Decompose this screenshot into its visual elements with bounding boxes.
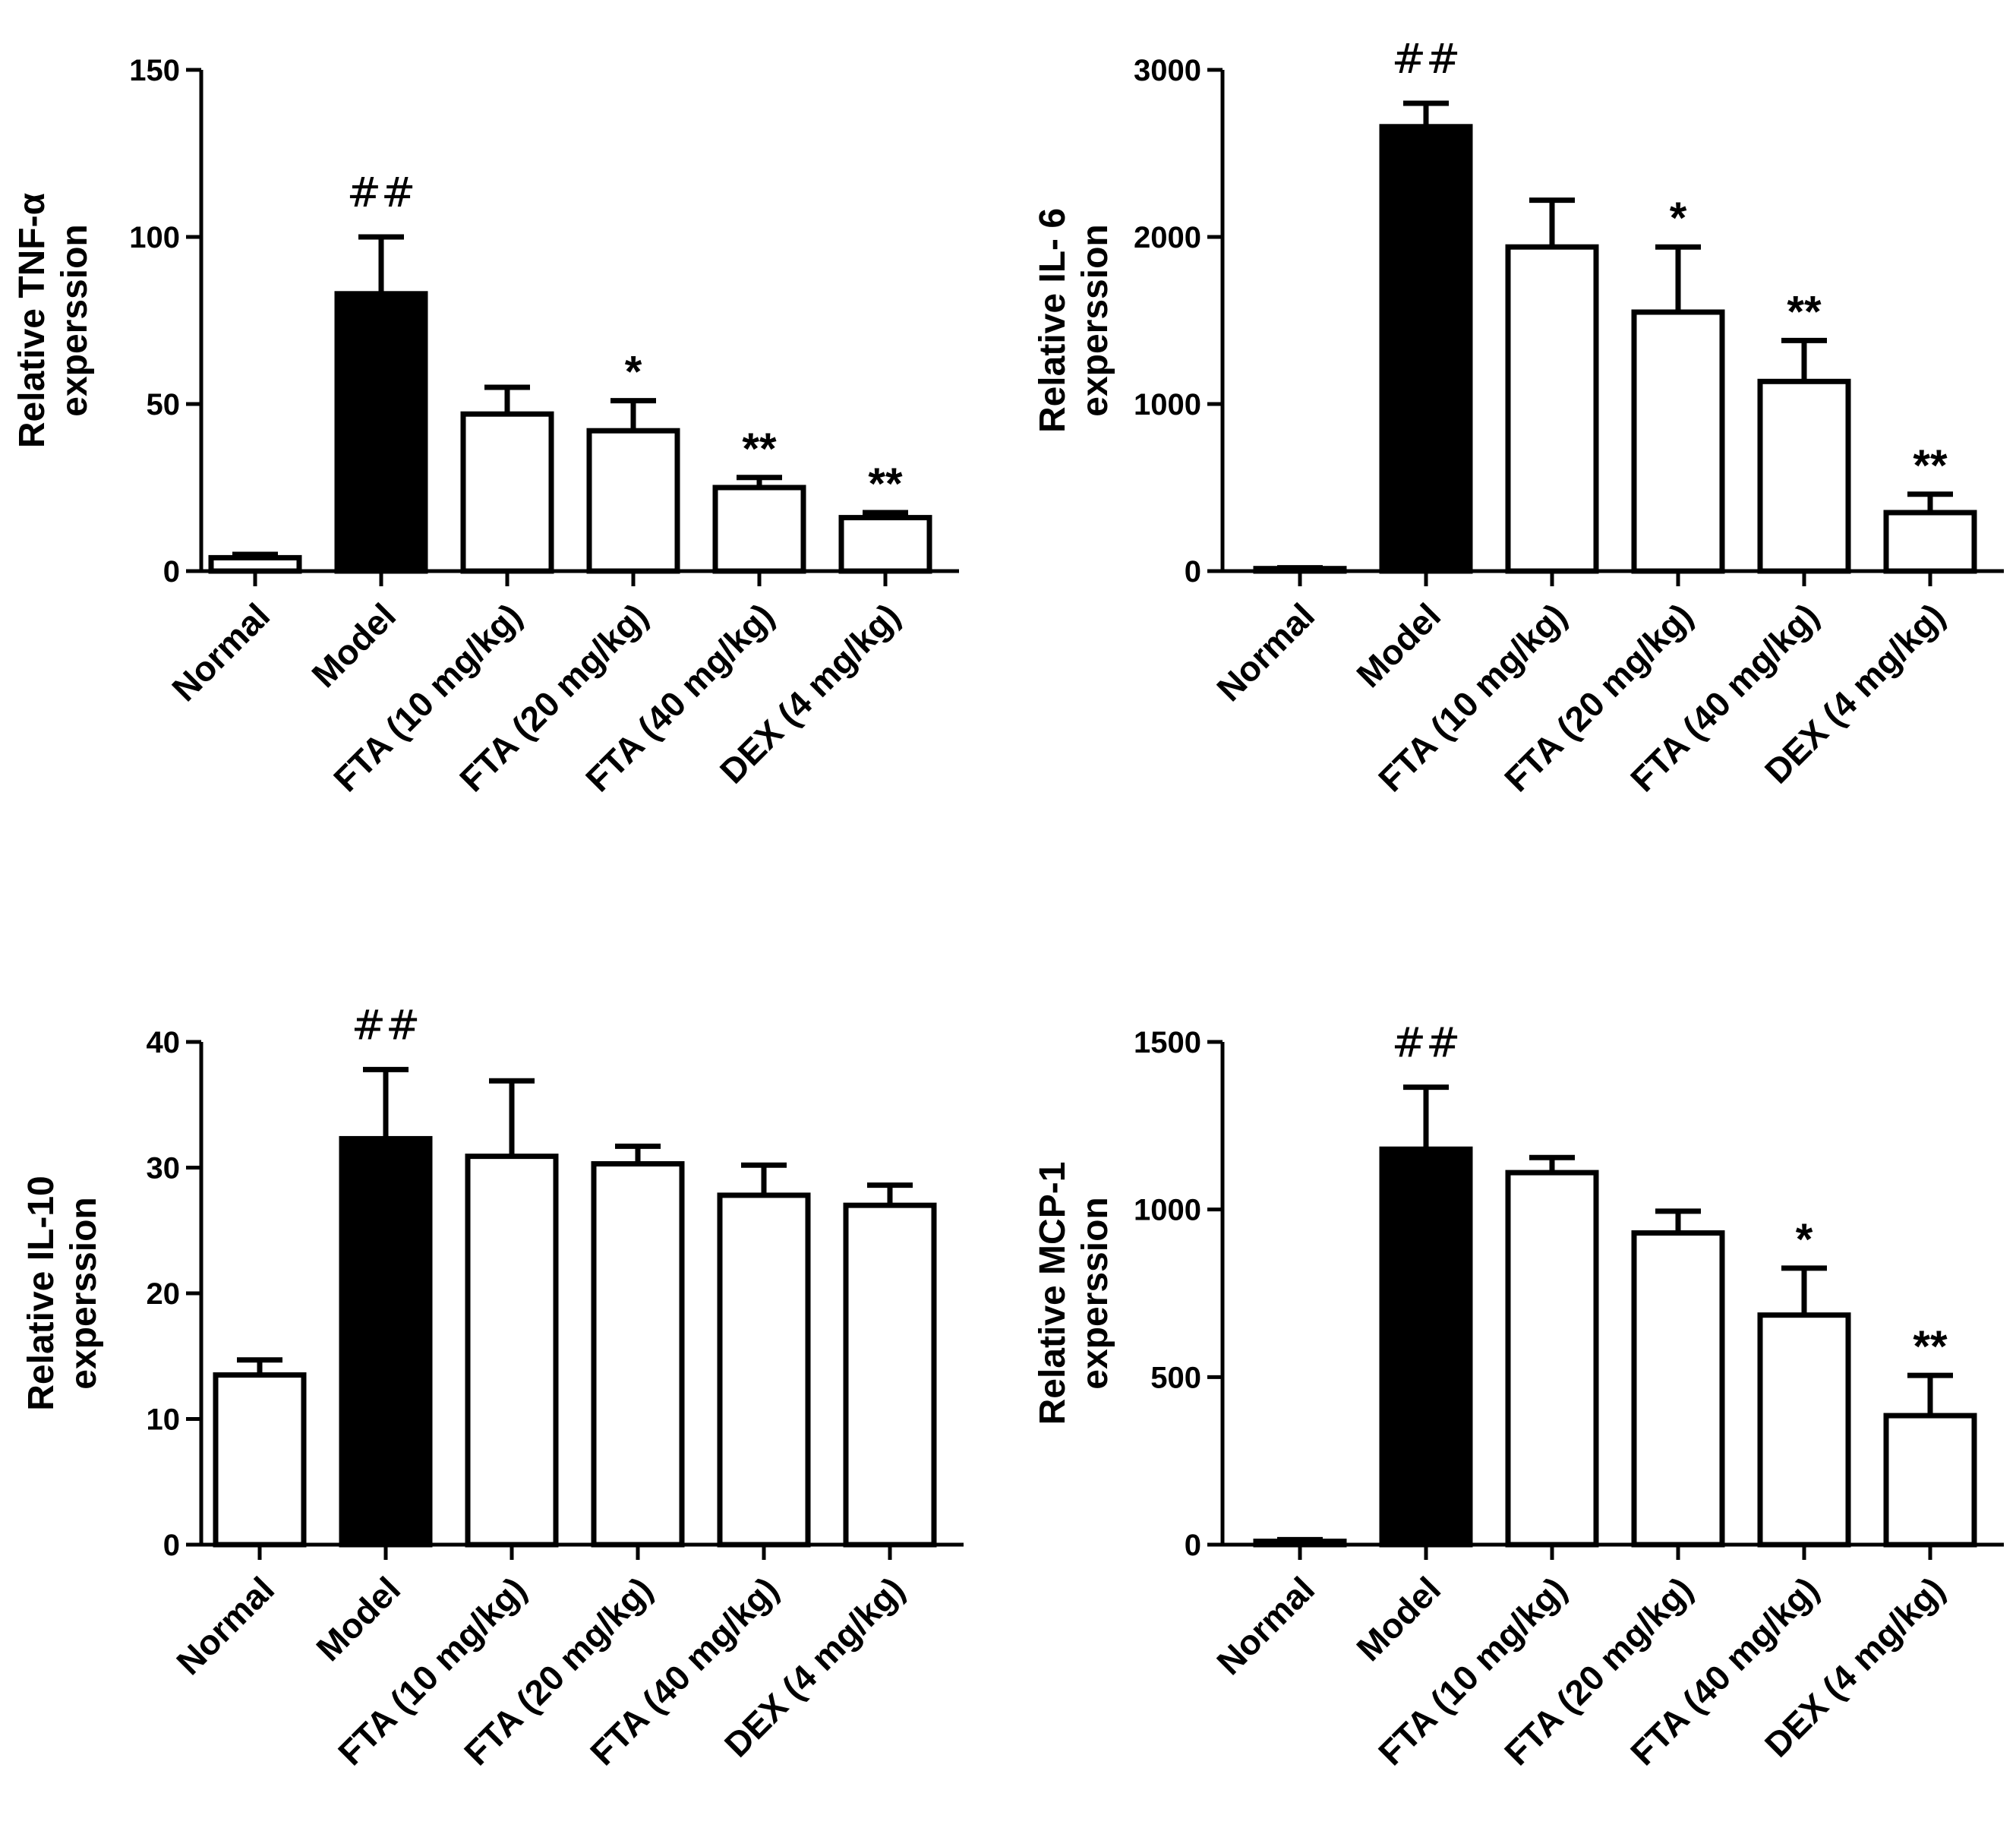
y-tick-label: 10 xyxy=(147,1403,181,1437)
y-tick-label: 40 xyxy=(147,1026,181,1059)
y-tick-label: 50 xyxy=(147,388,181,421)
bar xyxy=(1757,1312,1851,1548)
bar xyxy=(586,428,680,574)
y-tick-label: 30 xyxy=(147,1152,181,1185)
category-label: Model xyxy=(308,1569,408,1668)
significance-marker: ** xyxy=(742,425,777,474)
bar xyxy=(213,1372,307,1548)
y-tick-label: 1000 xyxy=(1134,1194,1201,1227)
bar xyxy=(1883,1413,1977,1548)
significance-marker: * xyxy=(1796,1215,1813,1264)
significance-marker: * xyxy=(625,348,642,397)
ylabel-line-1: Relative IL-10 xyxy=(21,1176,62,1410)
y-tick-label: 2000 xyxy=(1134,221,1201,254)
category-label: Normal xyxy=(1209,595,1322,709)
bar xyxy=(1883,510,1977,574)
panel-tnf: Relative TNF-α experssion 0 50 100 150 Norma… xyxy=(12,54,959,799)
y-tick-label: 0 xyxy=(1185,1529,1201,1562)
bar xyxy=(208,554,302,574)
y-tick-label: 500 xyxy=(1150,1361,1201,1394)
bar xyxy=(334,291,428,574)
bar xyxy=(843,1202,937,1548)
significance-marker: ## xyxy=(352,1001,421,1049)
bar xyxy=(1379,1146,1473,1548)
significance-marker: ## xyxy=(1392,1019,1461,1067)
significance-marker: ** xyxy=(868,459,903,509)
significance-marker: * xyxy=(1670,194,1687,243)
bar xyxy=(1253,1539,1347,1548)
bar xyxy=(1757,378,1851,574)
y-tick-label: 3000 xyxy=(1134,54,1201,87)
y-tick-label: 100 xyxy=(129,221,180,254)
category-label: Normal xyxy=(1209,1569,1322,1682)
significance-marker: ** xyxy=(1787,287,1822,336)
category-label: Model xyxy=(1349,1569,1448,1668)
bar xyxy=(339,1135,433,1548)
panel-mcp1: Relative MCP-1 experssion 0 500 1000 1500 No… xyxy=(1033,1019,2004,1772)
category-label: Model xyxy=(1349,595,1448,695)
panel-il6: Relative IL- 6 experssion 0 1000 2000 3000 N… xyxy=(1033,35,2004,799)
y-tick-label: 0 xyxy=(163,555,180,589)
y-tick-label: 1500 xyxy=(1134,1026,1201,1059)
ylabel-line-1: Relative TNF-α xyxy=(12,192,52,448)
y-tick-label: 1000 xyxy=(1134,388,1201,421)
y-tick-label: 0 xyxy=(163,1529,180,1562)
significance-marker: ** xyxy=(1913,441,1948,491)
bar xyxy=(465,1154,559,1548)
bar xyxy=(1505,244,1599,574)
significance-marker: ## xyxy=(1392,35,1461,83)
ylabel-line-2: experssion xyxy=(55,224,95,416)
category-label: Normal xyxy=(164,595,277,709)
ylabel-line-1: Relative IL- 6 xyxy=(1033,208,1073,433)
ylabel-line-2: experssion xyxy=(1075,224,1115,416)
ylabel-line-2: experssion xyxy=(1075,1197,1115,1389)
ylabel-line-2: experssion xyxy=(64,1197,104,1389)
significance-marker: ## xyxy=(347,169,416,216)
bar xyxy=(838,515,932,574)
bar xyxy=(460,411,554,574)
bar xyxy=(1379,124,1473,574)
bar xyxy=(1631,1230,1725,1548)
bar xyxy=(591,1161,685,1548)
bar xyxy=(1505,1170,1599,1548)
bar xyxy=(712,485,806,574)
y-tick-label: 0 xyxy=(1185,555,1201,589)
ylabel-line-1: Relative MCP-1 xyxy=(1033,1162,1073,1425)
category-label: Normal xyxy=(169,1569,282,1682)
bar xyxy=(1253,566,1347,574)
panel-il10: Relative IL-10 experssion 0 10 20 30 40 Norma… xyxy=(21,1001,964,1772)
category-label: Model xyxy=(304,595,403,695)
significance-marker: ** xyxy=(1913,1322,1948,1372)
bar xyxy=(717,1192,811,1548)
y-tick-label: 20 xyxy=(147,1277,181,1311)
y-tick-label: 150 xyxy=(129,54,180,87)
bar xyxy=(1631,309,1725,574)
